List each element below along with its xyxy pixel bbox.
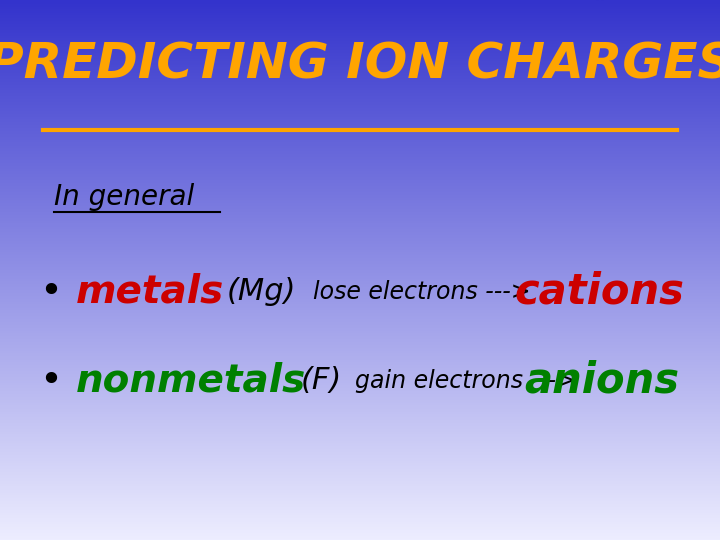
Text: lose electrons --->: lose electrons ---> [313, 280, 531, 303]
Text: anions: anions [524, 360, 679, 402]
Text: cations: cations [515, 271, 685, 313]
Text: (Mg): (Mg) [227, 277, 297, 306]
Text: nonmetals: nonmetals [76, 362, 306, 400]
Text: metals: metals [76, 273, 224, 310]
Text: PREDICTING ION CHARGES: PREDICTING ION CHARGES [0, 41, 720, 89]
Text: •: • [40, 362, 63, 400]
Text: In general: In general [54, 183, 194, 211]
Text: gain electrons --->: gain electrons ---> [355, 369, 576, 393]
Text: •: • [40, 273, 63, 310]
Text: (F): (F) [301, 366, 342, 395]
